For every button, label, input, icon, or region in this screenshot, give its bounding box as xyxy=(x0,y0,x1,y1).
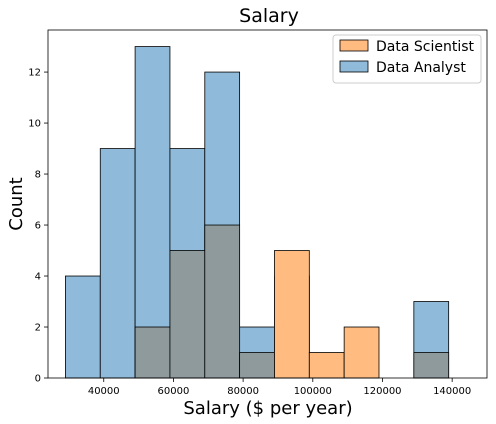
x-tick-label-80000: 80000 xyxy=(227,386,259,397)
bar-data-scientist-79000 xyxy=(239,352,275,379)
legend-label-data-analyst: Data Analyst xyxy=(376,60,466,76)
x-axis-ticks: 40000 60000 80000 100000 120000 140000 xyxy=(88,378,471,397)
bar-data-analyst-49000 xyxy=(134,46,171,379)
bar-data-scientist-99000 xyxy=(308,352,345,379)
bar-data-scientist-49000 xyxy=(134,326,171,379)
legend-frame xyxy=(332,34,482,84)
bar-data-scientist-89000 xyxy=(274,250,310,379)
x-axis-label: Salary ($ per year) xyxy=(183,398,352,419)
x-tick-label-120000: 120000 xyxy=(363,386,401,397)
legend-swatch-data-scientist xyxy=(339,39,369,52)
x-tick-label-100000: 100000 xyxy=(294,386,332,397)
y-tick-label-12: 12 xyxy=(28,68,41,79)
x-tick-label-140000: 140000 xyxy=(433,386,471,397)
y-tick-label-4: 4 xyxy=(35,272,41,283)
legend-label-data-scientist: Data Scientist xyxy=(376,39,475,55)
y-tick-label-6: 6 xyxy=(35,221,41,232)
y-axis-label: Count xyxy=(6,177,27,230)
plot-frame xyxy=(47,29,488,379)
bar-data-scientist-129000 xyxy=(413,352,450,379)
y-axis-ticks: 0 2 4 6 8 10 12 xyxy=(28,68,48,385)
bar-data-analyst-39000 xyxy=(99,148,136,379)
bars-group xyxy=(65,46,450,379)
bar-data-scientist-109000 xyxy=(343,326,380,379)
chart-title: Salary xyxy=(239,5,299,27)
y-tick-label-8: 8 xyxy=(35,170,41,181)
bar-data-analyst-29000 xyxy=(65,275,101,379)
y-tick-label-10: 10 xyxy=(28,119,41,130)
legend-swatch-data-analyst xyxy=(339,60,369,73)
x-tick-label-40000: 40000 xyxy=(88,386,120,397)
x-tick-label-60000: 60000 xyxy=(158,386,190,397)
bar-data-scientist-69000 xyxy=(204,224,241,379)
legend: Data Scientist Data Analyst xyxy=(332,34,482,84)
y-tick-label-0: 0 xyxy=(35,374,41,385)
y-tick-label-2: 2 xyxy=(35,323,41,334)
bar-data-scientist-59000 xyxy=(169,250,206,379)
